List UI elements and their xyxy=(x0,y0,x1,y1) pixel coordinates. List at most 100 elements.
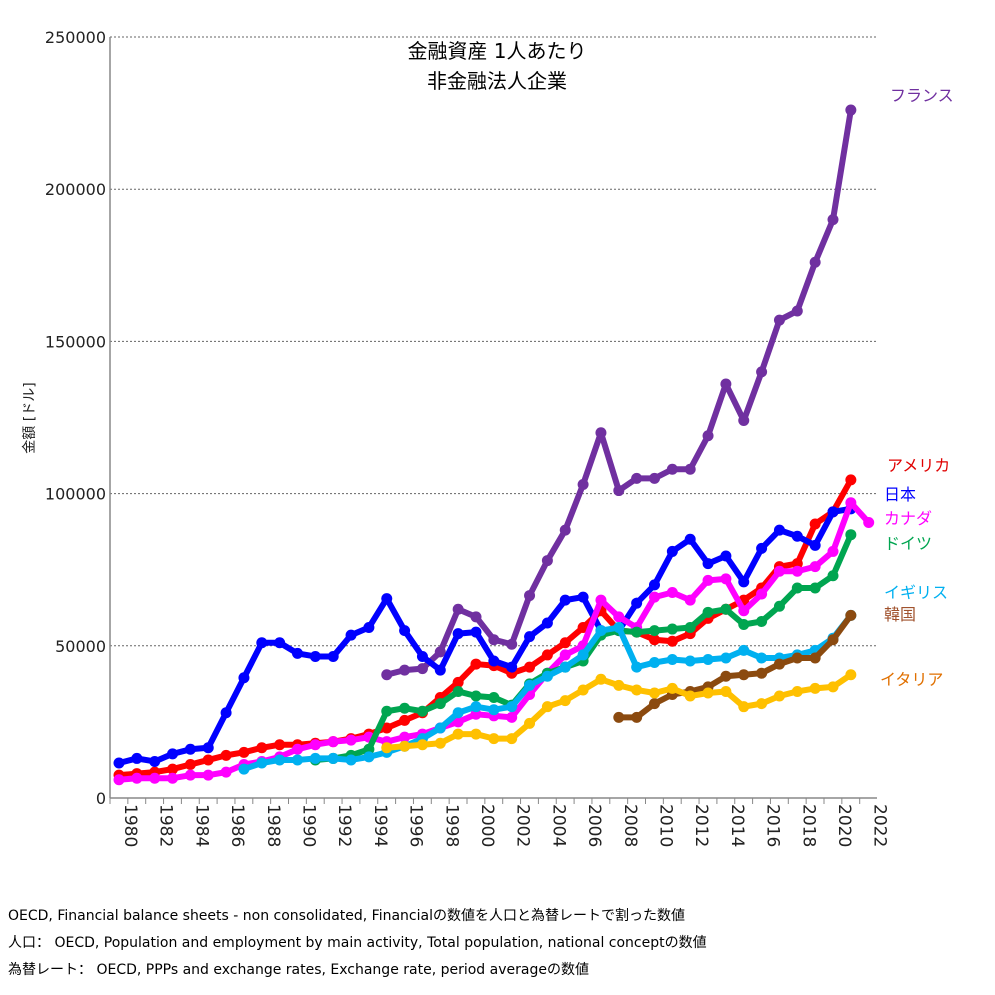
data-point xyxy=(434,737,446,749)
data-point xyxy=(809,518,821,530)
data-point xyxy=(238,746,250,758)
data-point xyxy=(470,611,482,623)
x-tick-label: 1990 xyxy=(299,804,319,847)
data-point xyxy=(220,766,232,778)
data-point xyxy=(541,649,553,661)
data-point xyxy=(363,751,375,763)
data-point xyxy=(381,742,393,754)
data-point xyxy=(274,754,286,766)
data-point xyxy=(595,673,607,685)
data-point xyxy=(559,524,571,536)
data-point xyxy=(791,685,803,697)
data-point xyxy=(702,430,714,442)
data-point xyxy=(666,635,678,647)
data-point xyxy=(756,542,768,554)
data-point xyxy=(684,533,696,545)
data-point xyxy=(416,663,428,675)
data-point xyxy=(738,576,750,588)
data-point xyxy=(738,605,750,617)
data-point xyxy=(684,594,696,606)
data-point xyxy=(345,629,357,641)
data-point xyxy=(649,698,660,710)
data-point xyxy=(149,772,161,784)
x-tick-label: 2020 xyxy=(834,804,854,847)
data-point xyxy=(434,722,446,734)
data-point xyxy=(649,472,660,484)
data-point xyxy=(773,314,785,326)
x-tick-label: 1994 xyxy=(370,804,390,847)
data-point xyxy=(220,707,232,719)
data-point xyxy=(541,670,553,682)
data-point xyxy=(827,545,839,557)
x-tick-label: 1992 xyxy=(334,804,354,847)
data-point xyxy=(720,573,732,585)
data-point xyxy=(202,769,214,781)
data-point xyxy=(684,690,696,702)
data-point xyxy=(238,763,250,775)
x-tick-label: 2006 xyxy=(584,804,604,847)
data-point xyxy=(809,561,821,573)
series-label: イギリス xyxy=(884,583,948,602)
data-point xyxy=(184,769,196,781)
data-point xyxy=(577,591,589,603)
data-point xyxy=(292,754,303,766)
data-point xyxy=(488,733,500,745)
data-point xyxy=(613,679,625,691)
data-point xyxy=(773,524,785,536)
data-point xyxy=(113,757,125,769)
data-point xyxy=(345,754,357,766)
data-point xyxy=(720,652,732,664)
data-point xyxy=(827,506,839,518)
data-point xyxy=(666,682,678,694)
data-point xyxy=(149,755,161,767)
data-point xyxy=(416,705,428,717)
data-point xyxy=(256,757,268,769)
data-point xyxy=(256,742,268,754)
data-point xyxy=(684,622,696,634)
series-label: イタリア xyxy=(880,670,943,689)
data-point xyxy=(649,687,660,699)
data-point xyxy=(202,742,214,754)
data-point xyxy=(559,637,571,649)
data-point xyxy=(345,734,357,746)
data-point xyxy=(309,739,321,751)
data-point xyxy=(649,579,660,591)
data-point xyxy=(738,618,750,630)
data-point xyxy=(524,661,536,673)
data-point xyxy=(845,474,857,486)
data-point xyxy=(738,644,750,656)
data-point xyxy=(363,743,375,755)
data-point xyxy=(506,701,518,713)
data-point xyxy=(524,590,536,602)
data-point xyxy=(452,676,464,688)
data-point xyxy=(541,555,553,567)
footnote-2: 人口： OECD, Population and employment by m… xyxy=(8,935,707,951)
data-point xyxy=(559,594,571,606)
x-tick-label: 1998 xyxy=(441,804,461,847)
data-point xyxy=(631,661,643,673)
data-point xyxy=(577,478,589,490)
series-label: カナダ xyxy=(884,509,932,528)
data-point xyxy=(381,593,393,605)
data-point xyxy=(631,711,643,723)
x-tick-label: 2016 xyxy=(763,804,783,847)
data-point xyxy=(399,664,411,676)
data-point xyxy=(666,587,678,599)
data-point xyxy=(756,588,768,600)
data-point xyxy=(559,649,571,661)
data-point xyxy=(631,684,643,696)
data-point xyxy=(809,256,821,268)
data-point xyxy=(631,626,643,638)
data-point xyxy=(488,704,500,716)
data-point xyxy=(720,603,732,615)
data-point xyxy=(292,647,303,659)
data-point xyxy=(452,707,464,719)
data-point xyxy=(184,759,196,771)
data-point xyxy=(845,104,857,116)
data-point xyxy=(845,609,857,621)
data-point xyxy=(381,669,393,681)
data-point xyxy=(452,728,464,740)
y-tick-label: 150000 xyxy=(45,332,106,351)
data-point xyxy=(845,669,857,681)
data-point xyxy=(506,733,518,745)
